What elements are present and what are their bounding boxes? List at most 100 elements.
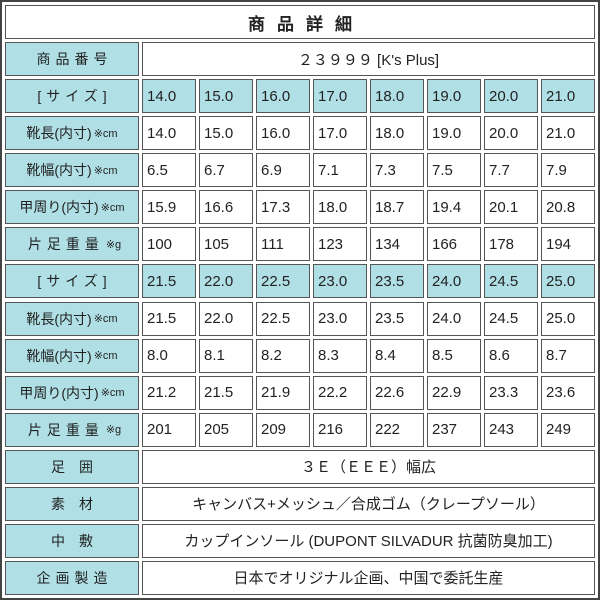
measure-value: 7.9 xyxy=(541,153,595,188)
info-label: 企画製造 xyxy=(5,560,139,595)
size-header-label: [サイズ] xyxy=(5,79,139,114)
product-number-value: ２３９９９ [K's Plus] xyxy=(142,42,595,77)
size-header-label: [サイズ] xyxy=(5,264,139,299)
info-value: キャンバス+メッシュ／合成ゴム（クレープソール） xyxy=(142,486,595,521)
measure-row-weight: 片足重量 ※g 201 205 209 216 222 237 243 249 xyxy=(5,412,595,447)
measure-value: 23.3 xyxy=(484,375,538,410)
measure-value: 17.3 xyxy=(256,190,310,225)
measure-value: 22.6 xyxy=(370,375,424,410)
measure-value: 7.5 xyxy=(427,153,481,188)
measure-value: 8.2 xyxy=(256,338,310,373)
measure-value: 20.1 xyxy=(484,190,538,225)
measure-label: 靴幅(内寸) ※cm xyxy=(5,338,139,373)
measure-value: 18.7 xyxy=(370,190,424,225)
info-label: 素材 xyxy=(5,486,139,521)
measure-value: 8.1 xyxy=(199,338,253,373)
measure-row-shoe-width: 靴幅(内寸) ※cm 8.0 8.1 8.2 8.3 8.4 8.5 8.6 8… xyxy=(5,338,595,373)
size-value: 17.0 xyxy=(313,79,367,114)
measure-value: 6.5 xyxy=(142,153,196,188)
measure-value: 243 xyxy=(484,412,538,447)
measure-unit: ※cm xyxy=(93,313,118,325)
info-row-manufacture: 企画製造 日本でオリジナル企画、中国で委託生産 xyxy=(5,560,595,595)
measure-value: 18.0 xyxy=(370,116,424,151)
measure-value: 8.4 xyxy=(370,338,424,373)
measure-value: 8.0 xyxy=(142,338,196,373)
measure-label-text: 甲周り(内寸) xyxy=(19,199,99,216)
measure-value: 23.5 xyxy=(370,301,424,336)
table-title: 商品詳細 xyxy=(5,5,595,39)
measure-label-text: 靴幅(内寸) xyxy=(26,347,92,364)
measure-label-text: 片足重量 xyxy=(27,236,104,253)
size-value: 23.0 xyxy=(313,264,367,299)
size-header-row: [サイズ] 14.0 15.0 16.0 17.0 18.0 19.0 20.0… xyxy=(5,79,595,114)
size-value: 24.5 xyxy=(484,264,538,299)
info-value: ３Ｅ（ＥＥＥ）幅広 xyxy=(142,449,595,484)
measure-value: 16.6 xyxy=(199,190,253,225)
measure-value: 205 xyxy=(199,412,253,447)
measure-value: 21.5 xyxy=(142,301,196,336)
measure-value: 16.0 xyxy=(256,116,310,151)
size-value: 16.0 xyxy=(256,79,310,114)
measure-row-shoe-width: 靴幅(内寸) ※cm 6.5 6.7 6.9 7.1 7.3 7.5 7.7 7… xyxy=(5,153,595,188)
info-row-material: 素材 キャンバス+メッシュ／合成ゴム（クレープソール） xyxy=(5,486,595,521)
size-value: 23.5 xyxy=(370,264,424,299)
size-value: 22.0 xyxy=(199,264,253,299)
measure-value: 216 xyxy=(313,412,367,447)
measure-value: 15.0 xyxy=(199,116,253,151)
info-label: 中敷 xyxy=(5,523,139,558)
measure-label-text: 甲周り(内寸) xyxy=(19,384,99,401)
measure-value: 134 xyxy=(370,227,424,262)
measure-label: 片足重量 ※g xyxy=(5,412,139,447)
measure-value: 18.0 xyxy=(313,190,367,225)
measure-value: 22.2 xyxy=(313,375,367,410)
measure-value: 21.5 xyxy=(199,375,253,410)
size-value: 22.5 xyxy=(256,264,310,299)
measure-unit: ※cm xyxy=(93,127,118,140)
measure-value: 7.1 xyxy=(313,153,367,188)
measure-label-text: 靴幅(内寸) xyxy=(26,162,92,179)
measure-value: 8.5 xyxy=(427,338,481,373)
measure-row-instep-girth: 甲周り(内寸) ※cm 21.2 21.5 21.9 22.2 22.6 22.… xyxy=(5,375,595,410)
info-label: 足囲 xyxy=(5,449,139,484)
size-value: 18.0 xyxy=(370,79,424,114)
size-value: 25.0 xyxy=(541,264,595,299)
measure-value: 201 xyxy=(142,412,196,447)
measure-label: 靴長(内寸) ※cm xyxy=(5,301,139,336)
size-value: 20.0 xyxy=(484,79,538,114)
measure-value: 166 xyxy=(427,227,481,262)
measure-row-instep-girth: 甲周り(内寸) ※cm 15.9 16.6 17.3 18.0 18.7 19.… xyxy=(5,190,595,225)
measure-value: 6.9 xyxy=(256,153,310,188)
size-value: 21.5 xyxy=(142,264,196,299)
measure-value: 222 xyxy=(370,412,424,447)
measure-value: 249 xyxy=(541,412,595,447)
measure-label-text: 片足重量 xyxy=(27,421,104,438)
measure-value: 19.0 xyxy=(427,116,481,151)
measure-value: 209 xyxy=(256,412,310,447)
size-value: 19.0 xyxy=(427,79,481,114)
measure-value: 178 xyxy=(484,227,538,262)
product-number-row: 商品番号 ２３９９９ [K's Plus] xyxy=(5,42,595,77)
measure-value: 17.0 xyxy=(313,116,367,151)
measure-value: 237 xyxy=(427,412,481,447)
measure-label-text: 靴長(内寸) xyxy=(26,310,92,327)
info-value: 日本でオリジナル企画、中国で委託生産 xyxy=(142,560,595,595)
measure-value: 20.8 xyxy=(541,190,595,225)
title-row: 商品詳細 xyxy=(5,5,595,39)
measure-row-weight: 片足重量 ※g 100 105 111 123 134 166 178 194 xyxy=(5,227,595,262)
measure-unit: ※cm xyxy=(100,201,125,214)
measure-row-shoe-length: 靴長(内寸) ※cm 21.5 22.0 22.5 23.0 23.5 24.0… xyxy=(5,301,595,336)
measure-value: 105 xyxy=(199,227,253,262)
measure-value: 123 xyxy=(313,227,367,262)
measure-value: 24.5 xyxy=(484,301,538,336)
measure-label: 甲周り(内寸) ※cm xyxy=(5,190,139,225)
measure-label-text: 靴長(内寸) xyxy=(26,125,92,142)
measure-value: 22.0 xyxy=(199,301,253,336)
size-header-row: [サイズ] 21.5 22.0 22.5 23.0 23.5 24.0 24.5… xyxy=(5,264,595,299)
size-value: 21.0 xyxy=(541,79,595,114)
measure-unit: ※cm xyxy=(100,387,125,400)
measure-value: 194 xyxy=(541,227,595,262)
measure-value: 14.0 xyxy=(142,116,196,151)
size-value: 14.0 xyxy=(142,79,196,114)
measure-unit: ※g xyxy=(105,424,122,437)
